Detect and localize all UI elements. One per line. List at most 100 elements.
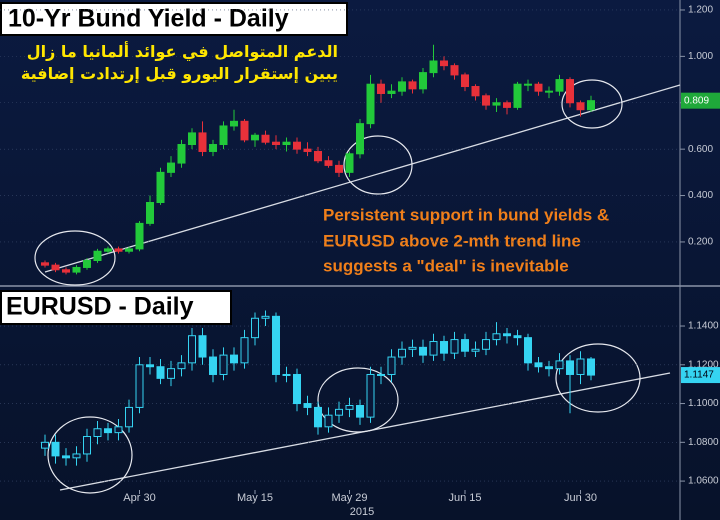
candle-body [114,248,123,252]
highlight-ellipse [34,230,116,286]
candle-body [335,164,343,173]
y-tick-label: 1.1000 [688,398,719,409]
candle-body [429,341,438,356]
trend-line [44,84,681,273]
candle-body [240,337,249,364]
candle-body [482,95,490,106]
candle-body [219,125,228,146]
x-axis-label: 2015 [350,506,374,518]
candle-body [83,436,91,455]
title-box [0,2,348,36]
candle-body [440,60,448,67]
candle-body [62,269,70,273]
candle-body [534,362,543,368]
candle-body [72,266,81,273]
candle-body [114,426,123,434]
candle-body [492,102,501,106]
last-price-label: 0.809 [684,95,709,106]
candle-body [566,79,574,104]
candle-body [156,171,165,204]
candle-body [135,222,144,250]
candle-body [303,148,312,152]
candle-body [461,74,469,88]
candle-body [219,354,228,375]
candle-body [356,123,364,155]
candle-body [587,358,595,376]
candle-body [188,132,196,146]
y-tick-label: 0.600 [688,144,713,155]
candle-body [62,455,70,459]
candle-body [240,120,249,141]
candle-body [377,373,385,376]
candle-body [566,360,574,375]
candle-body [51,264,60,271]
candle-body [398,348,406,358]
highlight-ellipse [47,416,133,494]
candle-body [471,348,480,352]
candle-body [272,141,280,146]
candle-body [293,373,301,405]
annotation: suggests a "deal" is inevitable [323,256,569,275]
candle-body [261,134,270,143]
candle-body [555,360,564,370]
last-price-label: 1.1147 [684,370,714,381]
candle-body [335,408,343,416]
candle-body [513,83,522,108]
candle-body [324,414,333,428]
candle-body [198,335,207,358]
highlight-ellipse [343,135,413,195]
candle-body [303,403,312,408]
candle-body [545,90,553,93]
candle-body [576,358,585,375]
candle-body [198,132,207,152]
x-tick-label: May 29 [331,492,367,504]
candle-body [345,153,354,173]
candle-body [93,428,102,438]
candle-body [251,134,259,141]
candle-body [104,248,112,252]
y-tick-label: 1.0800 [688,437,719,448]
candle-body [555,79,564,92]
candle-body [419,346,427,356]
candle-body [366,83,375,125]
candle-body [209,144,217,152]
candle-body [177,362,186,370]
x-tick-label: Jun 30 [564,492,597,504]
candle-body [461,339,469,352]
y-tick-label: 0.400 [688,190,713,201]
candle-body [41,262,49,266]
x-tick-label: May 15 [237,492,273,504]
candle-body [492,333,501,341]
candle-body [188,335,196,364]
chart-title: 10-Yr Bund Yield - Daily [8,5,289,33]
annotation: الدعم المتواصل في عوائد ألمانيا ما زال [26,42,338,61]
candle-body [125,248,133,252]
candle-body [282,141,291,146]
candle-body [146,364,154,368]
candle-body [356,404,364,418]
candle-body [450,339,459,354]
annotation: يبين إستقرار اليورو قبل إرتدادت إضافية [20,64,338,83]
candle-body [545,366,553,370]
last-price-badge [681,92,720,109]
candle-body [104,428,112,434]
candle-body [314,406,322,428]
candle-body [83,259,91,268]
candle-body [177,144,186,164]
highlight-ellipse [555,343,641,413]
candle-body [230,120,238,127]
candle-body [167,368,175,379]
annotation: EURUSD above 2-mth trend line [323,231,581,250]
x-tick-label: Jun 15 [448,492,481,504]
candle-body [156,366,165,379]
candle-body [261,315,270,319]
annotation: Persistent support in bund yields & [323,205,609,224]
y-tick-label: 1.000 [688,51,713,62]
candle-body [135,364,144,408]
candle-body [482,339,490,350]
y-tick-label: 1.0600 [688,476,719,487]
candle-body [450,65,459,76]
